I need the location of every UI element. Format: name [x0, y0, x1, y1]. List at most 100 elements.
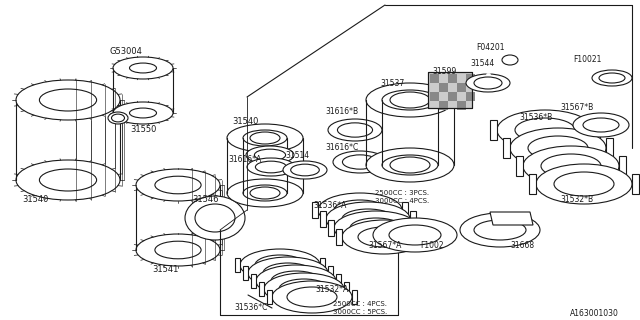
Polygon shape: [428, 72, 472, 108]
Ellipse shape: [583, 118, 619, 132]
Text: 31616*B: 31616*B: [325, 108, 358, 116]
Text: 31567*B: 31567*B: [560, 103, 593, 113]
Text: 31532*A: 31532*A: [315, 285, 348, 294]
Ellipse shape: [390, 157, 430, 173]
Text: 31567*A: 31567*A: [368, 241, 401, 250]
Polygon shape: [490, 212, 533, 225]
Ellipse shape: [271, 271, 321, 291]
Ellipse shape: [382, 155, 438, 175]
Polygon shape: [606, 138, 613, 158]
Polygon shape: [312, 202, 318, 218]
Ellipse shape: [592, 70, 632, 86]
Ellipse shape: [390, 92, 430, 108]
Ellipse shape: [129, 108, 157, 118]
Polygon shape: [235, 258, 240, 272]
Polygon shape: [320, 211, 326, 227]
Polygon shape: [259, 282, 264, 296]
Polygon shape: [410, 211, 416, 227]
Ellipse shape: [523, 146, 619, 186]
Ellipse shape: [366, 148, 454, 182]
Ellipse shape: [227, 124, 303, 152]
Ellipse shape: [113, 102, 173, 124]
Polygon shape: [503, 138, 510, 158]
Text: 31541: 31541: [152, 266, 179, 275]
Polygon shape: [430, 74, 439, 83]
Text: F10021: F10021: [573, 55, 602, 65]
Ellipse shape: [255, 161, 287, 173]
Polygon shape: [352, 290, 357, 304]
Ellipse shape: [263, 263, 313, 283]
Ellipse shape: [573, 113, 629, 137]
Polygon shape: [328, 266, 333, 280]
Ellipse shape: [16, 160, 120, 200]
Text: 31540: 31540: [232, 117, 259, 126]
Ellipse shape: [342, 220, 426, 254]
Ellipse shape: [136, 169, 220, 201]
Text: 2500CC : 4PCS.: 2500CC : 4PCS.: [333, 301, 387, 307]
Text: 3000CC : 4PCS.: 3000CC : 4PCS.: [375, 198, 429, 204]
Polygon shape: [457, 83, 466, 92]
Polygon shape: [619, 156, 626, 176]
Text: F04201: F04201: [476, 44, 504, 52]
Ellipse shape: [246, 146, 294, 164]
Text: 2500CC : 3PCS.: 2500CC : 3PCS.: [375, 190, 429, 196]
Polygon shape: [457, 101, 466, 110]
Ellipse shape: [334, 211, 418, 245]
Ellipse shape: [250, 187, 280, 199]
Ellipse shape: [136, 234, 220, 266]
Ellipse shape: [382, 90, 438, 110]
Ellipse shape: [40, 89, 97, 111]
Ellipse shape: [389, 225, 441, 245]
Ellipse shape: [255, 255, 305, 275]
Ellipse shape: [155, 241, 201, 259]
Ellipse shape: [326, 202, 410, 236]
Polygon shape: [466, 92, 475, 101]
Polygon shape: [267, 290, 272, 304]
Ellipse shape: [272, 281, 352, 313]
Text: 31544: 31544: [470, 60, 494, 68]
Ellipse shape: [536, 164, 632, 204]
Polygon shape: [320, 258, 325, 272]
Ellipse shape: [185, 196, 245, 240]
Ellipse shape: [108, 112, 128, 124]
Ellipse shape: [287, 287, 337, 307]
Ellipse shape: [283, 161, 327, 179]
Text: 31532*B: 31532*B: [560, 196, 593, 204]
Ellipse shape: [243, 130, 287, 146]
Polygon shape: [418, 220, 424, 236]
Ellipse shape: [240, 249, 320, 281]
Ellipse shape: [155, 176, 201, 194]
Ellipse shape: [111, 114, 125, 122]
Ellipse shape: [342, 209, 394, 229]
Text: A163001030: A163001030: [570, 308, 619, 317]
Ellipse shape: [474, 220, 526, 240]
Text: 3000CC : 5PCS.: 3000CC : 5PCS.: [333, 309, 387, 315]
Ellipse shape: [264, 273, 344, 305]
Ellipse shape: [318, 193, 402, 227]
Text: 31616*A: 31616*A: [228, 156, 261, 164]
Ellipse shape: [599, 73, 625, 83]
Ellipse shape: [328, 119, 382, 141]
Ellipse shape: [373, 218, 457, 252]
Text: 31616*C: 31616*C: [325, 143, 358, 153]
Ellipse shape: [248, 257, 328, 289]
Ellipse shape: [350, 218, 402, 238]
Polygon shape: [516, 156, 523, 176]
Ellipse shape: [528, 136, 588, 160]
Polygon shape: [328, 220, 334, 236]
Ellipse shape: [460, 213, 540, 247]
Polygon shape: [430, 92, 439, 101]
Ellipse shape: [554, 172, 614, 196]
Text: 31536*B: 31536*B: [519, 114, 552, 123]
Ellipse shape: [334, 200, 386, 220]
Text: 31537: 31537: [380, 79, 404, 89]
Text: F1002: F1002: [420, 241, 444, 250]
Polygon shape: [243, 266, 248, 280]
Ellipse shape: [279, 279, 329, 299]
Ellipse shape: [250, 132, 280, 144]
Text: 31550: 31550: [130, 125, 156, 134]
Text: 31536*C: 31536*C: [234, 303, 268, 313]
Ellipse shape: [358, 227, 410, 247]
Ellipse shape: [541, 154, 601, 178]
Polygon shape: [448, 74, 457, 83]
